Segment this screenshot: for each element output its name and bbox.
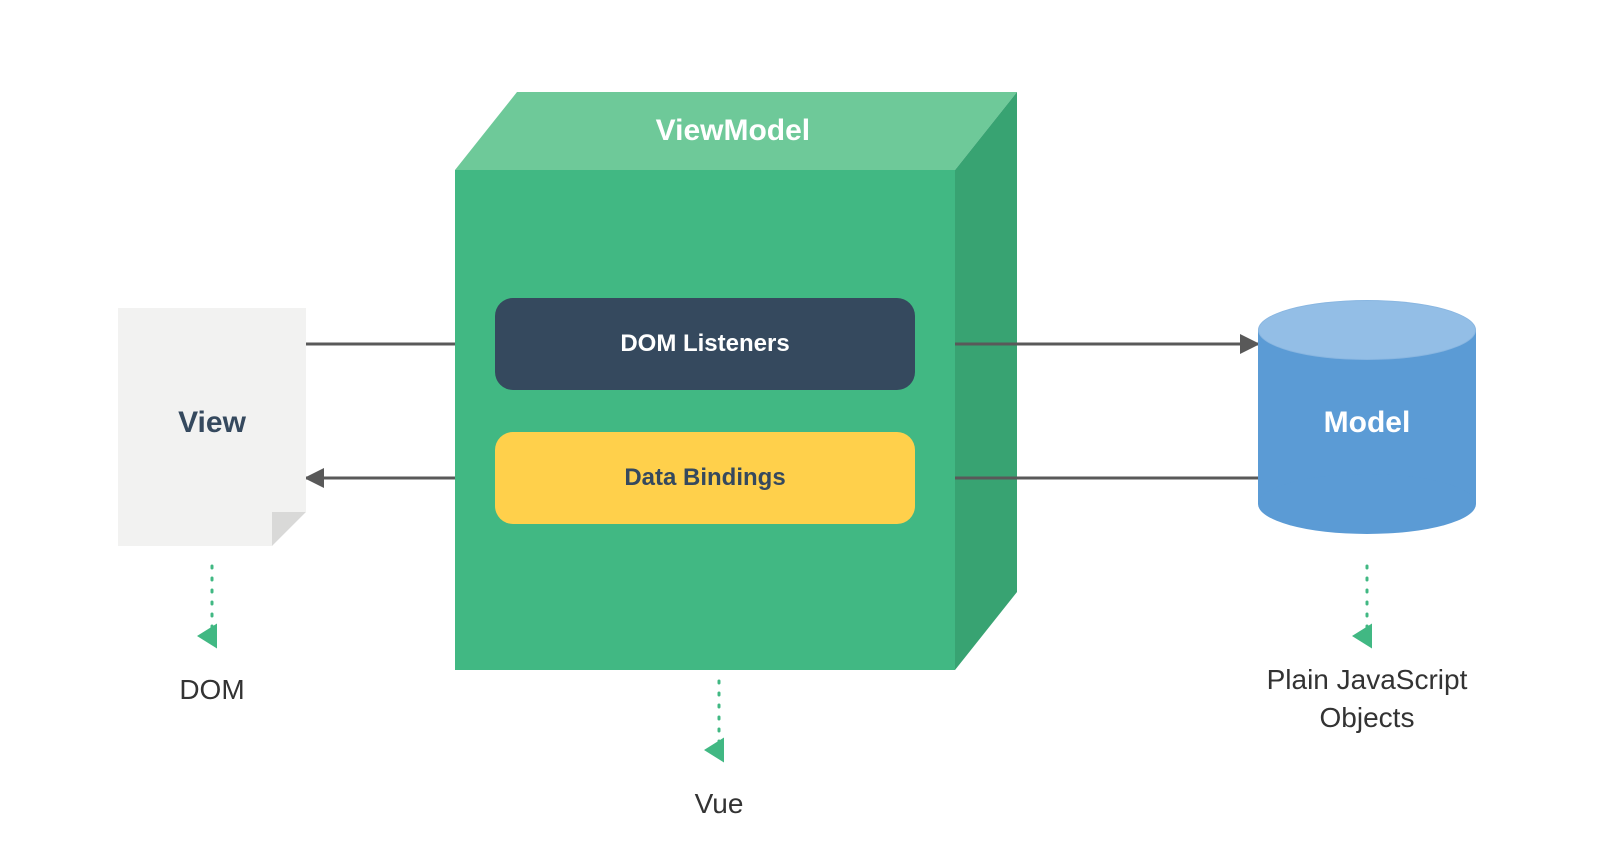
viewmodel-caption: Vue (619, 788, 819, 820)
data-bindings-label: Data Bindings (624, 464, 785, 492)
model-caption-line1: Plain JavaScript (1207, 664, 1527, 696)
cylinder-top (1258, 300, 1476, 360)
diagram-stage: View ViewModel DOM Listeners Data Bindin… (0, 0, 1600, 850)
viewmodel-title: ViewModel (483, 114, 983, 148)
dom-listeners-label: DOM Listeners (620, 330, 789, 358)
view-label: View (118, 406, 306, 440)
view-caption: DOM (112, 674, 312, 706)
cube-front-face (455, 170, 955, 670)
model-caption-line2: Objects (1207, 702, 1527, 734)
dom-listeners-pill: DOM Listeners (495, 298, 915, 390)
model-label: Model (1258, 406, 1476, 440)
cylinder-bottom (1258, 474, 1476, 534)
data-bindings-pill: Data Bindings (495, 432, 915, 524)
cube-side-face (955, 92, 1017, 670)
